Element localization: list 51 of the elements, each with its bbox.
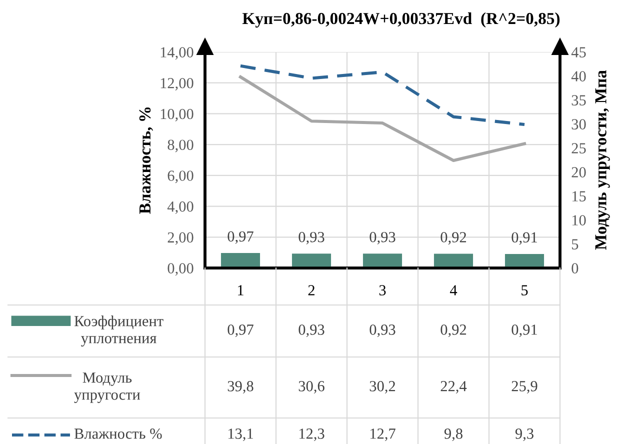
- y2-tick-label: 40: [571, 71, 586, 82]
- x-tick-label: 5: [522, 285, 528, 296]
- y-tick-label: 10,00: [160, 108, 194, 122]
- x-tick-label: 4: [450, 285, 458, 296]
- data-label: 39,8: [228, 381, 254, 394]
- y2-tick-label: 35: [572, 95, 586, 106]
- data-label: 30,2: [370, 381, 396, 394]
- legend-label: Коэффициент уплотнения: [74, 316, 164, 346]
- data-label: 0,93: [298, 324, 324, 338]
- data-label: 12,7: [370, 428, 396, 442]
- y-tick-label: 14,00: [160, 47, 194, 60]
- data-label: 9,3: [515, 428, 534, 442]
- x-tick-label: 2: [308, 285, 314, 296]
- data-label: 22,4: [440, 381, 467, 394]
- data-label: 9,8: [444, 428, 462, 442]
- line-series: [238, 75, 526, 162]
- text: 0,92: [440, 232, 466, 245]
- x-tick-label: 1: [238, 285, 244, 296]
- y2-tick-label: 30: [572, 119, 586, 130]
- y-tick-label: 6,00: [168, 170, 194, 184]
- y2-tick-label: 5: [572, 239, 578, 250]
- text: 0,93: [370, 232, 396, 244]
- chart-title: Kуп=0,86-0,0024W+0,00337Evd (R^2=0,85): [242, 12, 560, 28]
- y-tick-label: 8,00: [168, 140, 194, 152]
- y-tick-label: 4,00: [167, 201, 194, 214]
- y2-tick-label: 10: [572, 215, 586, 226]
- y-tick-label: 0,00: [168, 263, 194, 276]
- text: 0,91: [512, 232, 537, 245]
- line-series: [238, 64, 526, 126]
- data-label: 0,93: [370, 324, 396, 338]
- data-label: 12,3: [299, 428, 324, 442]
- text: 0,93: [298, 232, 324, 244]
- y2-tick-label: 20: [572, 167, 586, 178]
- y2-tick-label: 0: [572, 263, 578, 274]
- y2-tick-label: 45: [571, 47, 586, 58]
- data-label: 0,91: [512, 324, 537, 338]
- y2-tick-label: 25: [572, 143, 586, 154]
- x-tick-label: 3: [379, 285, 386, 296]
- data-label: 25,9: [512, 381, 538, 394]
- data-label: 0,92: [440, 324, 466, 338]
- data-label: 30,6: [298, 381, 324, 394]
- data-label: 13,1: [228, 428, 253, 442]
- y2-axis-title: Модуль упругости, Мпа: [595, 70, 610, 250]
- data-label: 0,97: [228, 324, 254, 338]
- text: 0,97: [228, 231, 254, 244]
- legend-label: Модуль упругости: [74, 372, 140, 403]
- legend-label: Влажность %: [74, 428, 162, 439]
- y-tick-label: 12,00: [160, 78, 194, 91]
- y-tick-label: 2,00: [168, 232, 194, 245]
- y2-tick-label: 15: [572, 191, 586, 202]
- y-axis-title: Влажность, %: [139, 107, 153, 214]
